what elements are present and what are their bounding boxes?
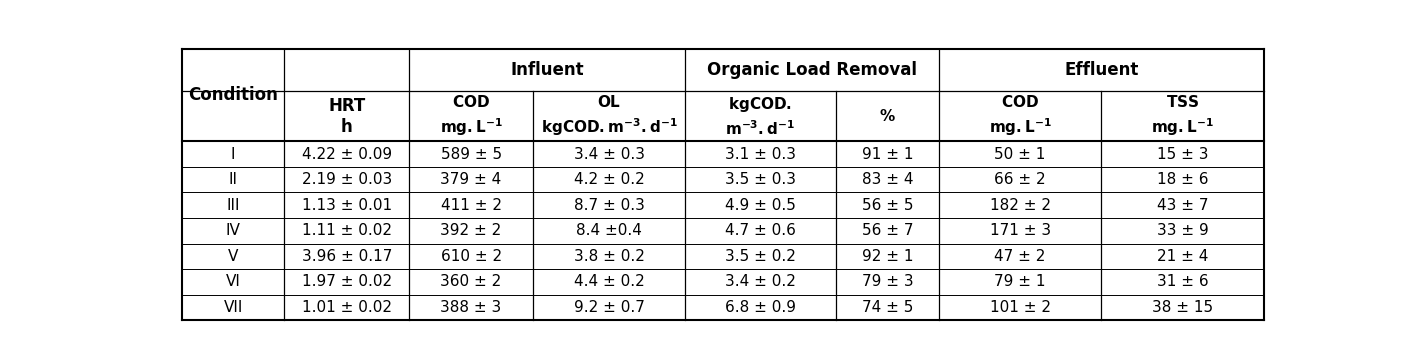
Text: IV: IV bbox=[226, 223, 241, 238]
Text: 360 ± 2: 360 ± 2 bbox=[440, 274, 502, 289]
Text: HRT
h: HRT h bbox=[329, 97, 365, 136]
Text: 610 ± 2: 610 ± 2 bbox=[440, 249, 502, 264]
Text: 4.7 ± 0.6: 4.7 ± 0.6 bbox=[725, 223, 795, 238]
Text: $\mathbf{COD}$
$\mathbf{mg.L^{-1}}$: $\mathbf{COD}$ $\mathbf{mg.L^{-1}}$ bbox=[988, 94, 1052, 138]
Text: 3.1 ± 0.3: 3.1 ± 0.3 bbox=[725, 147, 797, 162]
Text: 43 ± 7: 43 ± 7 bbox=[1156, 198, 1208, 213]
Text: 47 ± 2: 47 ± 2 bbox=[994, 249, 1046, 264]
Text: 8.7 ± 0.3: 8.7 ± 0.3 bbox=[574, 198, 644, 213]
Text: Condition: Condition bbox=[188, 86, 278, 104]
Text: 1.13 ± 0.01: 1.13 ± 0.01 bbox=[302, 198, 392, 213]
Text: 171 ± 3: 171 ± 3 bbox=[990, 223, 1050, 238]
Text: I: I bbox=[231, 147, 235, 162]
Text: 3.4 ± 0.2: 3.4 ± 0.2 bbox=[725, 274, 795, 289]
Text: 1.11 ± 0.02: 1.11 ± 0.02 bbox=[302, 223, 392, 238]
Text: $\mathbf{TSS}$
$\mathbf{mg.L^{-1}}$: $\mathbf{TSS}$ $\mathbf{mg.L^{-1}}$ bbox=[1151, 94, 1214, 138]
Text: 15 ± 3: 15 ± 3 bbox=[1156, 147, 1208, 162]
Text: III: III bbox=[227, 198, 240, 213]
Text: 83 ± 4: 83 ± 4 bbox=[862, 172, 914, 187]
Text: 379 ± 4: 379 ± 4 bbox=[440, 172, 502, 187]
Text: 31 ± 6: 31 ± 6 bbox=[1156, 274, 1208, 289]
Text: 589 ± 5: 589 ± 5 bbox=[440, 147, 502, 162]
Text: 79 ± 3: 79 ± 3 bbox=[862, 274, 914, 289]
Text: 3.96 ± 0.17: 3.96 ± 0.17 bbox=[302, 249, 392, 264]
Text: 101 ± 2: 101 ± 2 bbox=[990, 300, 1050, 315]
Text: 1.01 ± 0.02: 1.01 ± 0.02 bbox=[302, 300, 392, 315]
Text: $\mathbf{kgCOD.}$
$\mathbf{m^{-3}.d^{-1}}$: $\mathbf{kgCOD.}$ $\mathbf{m^{-3}.d^{-1}… bbox=[725, 95, 795, 138]
Text: 182 ± 2: 182 ± 2 bbox=[990, 198, 1050, 213]
Text: 3.5 ± 0.3: 3.5 ± 0.3 bbox=[725, 172, 797, 187]
Text: 2.19 ± 0.03: 2.19 ± 0.03 bbox=[302, 172, 392, 187]
Text: 38 ± 15: 38 ± 15 bbox=[1152, 300, 1213, 315]
Text: 6.8 ± 0.9: 6.8 ± 0.9 bbox=[725, 300, 797, 315]
Text: 4.4 ± 0.2: 4.4 ± 0.2 bbox=[574, 274, 644, 289]
Text: 91 ± 1: 91 ± 1 bbox=[862, 147, 914, 162]
Text: 66 ± 2: 66 ± 2 bbox=[994, 172, 1046, 187]
Text: 56 ± 7: 56 ± 7 bbox=[862, 223, 914, 238]
Text: 3.4 ± 0.3: 3.4 ± 0.3 bbox=[574, 147, 644, 162]
Text: VI: VI bbox=[226, 274, 241, 289]
Text: V: V bbox=[228, 249, 238, 264]
Text: 56 ± 5: 56 ± 5 bbox=[862, 198, 914, 213]
Text: 33 ± 9: 33 ± 9 bbox=[1156, 223, 1208, 238]
Text: 4.2 ± 0.2: 4.2 ± 0.2 bbox=[574, 172, 644, 187]
Text: 74 ± 5: 74 ± 5 bbox=[862, 300, 914, 315]
Text: 411 ± 2: 411 ± 2 bbox=[440, 198, 502, 213]
Text: 388 ± 3: 388 ± 3 bbox=[440, 300, 502, 315]
Text: Organic Load Removal: Organic Load Removal bbox=[706, 61, 916, 79]
Text: Effluent: Effluent bbox=[1065, 61, 1138, 79]
Text: 18 ± 6: 18 ± 6 bbox=[1156, 172, 1208, 187]
Text: 392 ± 2: 392 ± 2 bbox=[440, 223, 502, 238]
Text: 3.5 ± 0.2: 3.5 ± 0.2 bbox=[725, 249, 795, 264]
Text: $\mathbf{COD}$
$\mathbf{mg.L^{-1}}$: $\mathbf{COD}$ $\mathbf{mg.L^{-1}}$ bbox=[440, 94, 502, 138]
Text: 8.4 ±0.4: 8.4 ±0.4 bbox=[577, 223, 642, 238]
Text: $\mathbf{OL}$
$\mathbf{kgCOD.m^{-3}.d^{-1}}$: $\mathbf{OL}$ $\mathbf{kgCOD.m^{-3}.d^{-… bbox=[540, 94, 677, 138]
Text: 21 ± 4: 21 ± 4 bbox=[1156, 249, 1208, 264]
Text: 50 ± 1: 50 ± 1 bbox=[994, 147, 1046, 162]
Text: 92 ± 1: 92 ± 1 bbox=[862, 249, 914, 264]
Text: $\mathbf{\%}$: $\mathbf{\%}$ bbox=[880, 108, 895, 124]
Text: 4.22 ± 0.09: 4.22 ± 0.09 bbox=[302, 147, 392, 162]
Text: 4.9 ± 0.5: 4.9 ± 0.5 bbox=[725, 198, 795, 213]
Text: VII: VII bbox=[223, 300, 243, 315]
Text: Influent: Influent bbox=[510, 61, 584, 79]
Text: 9.2 ± 0.7: 9.2 ± 0.7 bbox=[574, 300, 644, 315]
Text: 79 ± 1: 79 ± 1 bbox=[994, 274, 1046, 289]
Text: 1.97 ± 0.02: 1.97 ± 0.02 bbox=[302, 274, 392, 289]
Text: 3.8 ± 0.2: 3.8 ± 0.2 bbox=[574, 249, 644, 264]
Text: II: II bbox=[228, 172, 238, 187]
